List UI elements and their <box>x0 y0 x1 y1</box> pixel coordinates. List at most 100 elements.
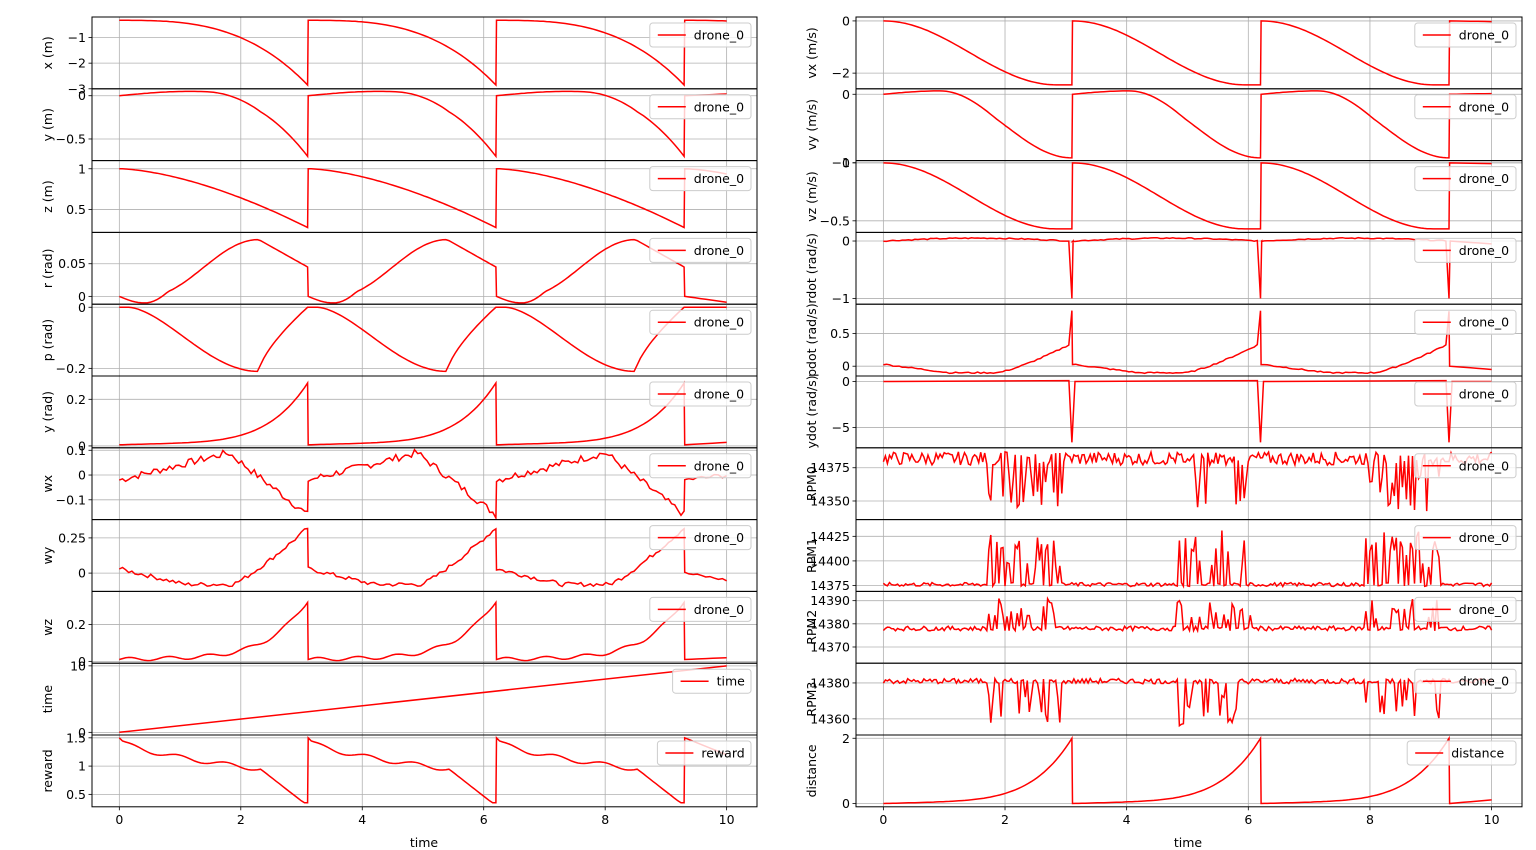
legend: drone_0 <box>1414 596 1517 622</box>
subplot-10: 0 10 time time <box>40 658 758 740</box>
legend-label: drone_0 <box>694 530 744 545</box>
legend: drone_0 <box>1414 381 1517 407</box>
y-tick-label: −2 <box>68 56 86 71</box>
y-tick-label: 0 <box>78 300 86 315</box>
subplot-1: −3 −2 −1 x (m) drone_0 <box>40 16 758 96</box>
y-tick-label: 0.05 <box>58 256 86 271</box>
legend: drone_0 <box>649 381 752 407</box>
y-tick-label: −1 <box>68 30 86 45</box>
y-tick-label: 14350 <box>810 493 850 508</box>
y-tick-label: −1 <box>832 291 850 306</box>
legend: drone_0 <box>649 94 752 120</box>
legend-box <box>1414 668 1517 694</box>
subplot-16: 0 0.5 pdot (rad/s) drone_0 <box>804 303 1523 377</box>
y-tick-label: 14370 <box>810 639 850 654</box>
y-axis-label: pdot (rad/s) <box>804 303 819 377</box>
subplot-15: −1 0 rdot (rad/s) drone_0 <box>804 231 1523 306</box>
subplot-12: −2 0 vx (m/s) drone_0 <box>804 13 1523 90</box>
x-tick-label: 4 <box>358 812 366 827</box>
y-tick-label: 14380 <box>810 675 850 690</box>
subplot-grid: −3 −2 −1 x (m) drone_0 −0.5 0 y (m) drone_0 0.5 1 z… <box>40 13 1523 827</box>
subplot-20: 14370 14380 14390 RPM2 drone_0 <box>804 590 1523 664</box>
legend-box <box>1406 740 1517 766</box>
subplot-14: −0.5 0 vz (m/s) drone_0 <box>804 155 1523 233</box>
y-tick-label: 0.5 <box>66 787 86 802</box>
y-tick-label: 14360 <box>810 711 850 726</box>
legend: drone_0 <box>1414 668 1517 694</box>
y-axis-label: vy (m/s) <box>804 99 819 150</box>
y-tick-label: 0.5 <box>830 326 850 341</box>
y-tick-label: 0 <box>842 796 850 811</box>
x-tick-label: 10 <box>1484 812 1500 827</box>
y-tick-label: 1 <box>78 161 86 176</box>
x-tick-label: 8 <box>1366 812 1374 827</box>
legend-box <box>649 22 752 48</box>
legend-box <box>649 596 752 622</box>
series-line <box>119 238 727 304</box>
y-axis-label: y (m) <box>40 108 55 141</box>
y-tick-label: 0.1 <box>66 443 86 458</box>
y-tick-label: 14390 <box>810 593 850 608</box>
legend: drone_0 <box>649 309 752 335</box>
legend: distance <box>1406 740 1517 766</box>
legend-label: drone_0 <box>1459 458 1509 473</box>
legend-label: reward <box>701 746 744 761</box>
y-tick-label: 14375 <box>810 578 850 593</box>
y-tick-label: 0 <box>78 438 86 453</box>
y-tick-label: 10 <box>70 658 86 673</box>
legend-label: drone_0 <box>1459 243 1509 258</box>
series-line <box>883 90 1492 159</box>
legend-box <box>1414 237 1517 263</box>
series-line <box>119 665 727 734</box>
legend-label: drone_0 <box>694 28 744 43</box>
y-axis-label: vz (m/s) <box>804 171 819 222</box>
y-tick-label: 14380 <box>810 616 850 631</box>
y-tick-label: −5 <box>832 420 850 435</box>
y-tick-label: 0.2 <box>66 392 86 407</box>
subplot-5: −0.2 0 p (rad) drone_0 <box>40 300 758 377</box>
x-tick-label: 0 <box>115 812 123 827</box>
series-line <box>119 90 727 159</box>
y-tick-label: 0 <box>842 234 850 249</box>
y-tick-label: 0 <box>78 725 86 740</box>
y-axis-label: wz <box>40 618 55 635</box>
subplot-3: 0.5 1 z (m) drone_0 <box>40 160 758 233</box>
legend-box <box>1414 453 1517 479</box>
legend: drone_0 <box>1414 525 1517 551</box>
y-tick-label: 14425 <box>810 529 850 544</box>
y-tick-label: 0 <box>842 87 850 102</box>
x-tick-label: 10 <box>719 812 735 827</box>
legend-label: drone_0 <box>1459 315 1509 330</box>
series-line <box>118 527 727 588</box>
legend-box <box>649 381 752 407</box>
legend-box <box>1414 596 1517 622</box>
y-tick-label: −1 <box>832 155 850 170</box>
y-tick-label: −0.5 <box>820 213 850 228</box>
series-line <box>882 449 1493 512</box>
legend-label: drone_0 <box>694 99 744 114</box>
y-tick-label: 0.2 <box>66 617 86 632</box>
legend-box <box>649 94 752 120</box>
y-axis-label: time <box>40 685 55 714</box>
legend-label: time <box>717 674 746 689</box>
subplot-22: 0 2 distance distance 0 2 4 6 8 10 <box>804 731 1523 827</box>
y-axis-label: p (rad) <box>40 319 55 361</box>
y-tick-label: 0 <box>842 13 850 28</box>
legend-label: drone_0 <box>694 315 744 330</box>
legend-label: drone_0 <box>1459 171 1509 186</box>
legend-label: drone_0 <box>1459 387 1509 402</box>
y-tick-label: −2 <box>832 66 850 81</box>
y-axis-label: wy <box>40 546 55 564</box>
y-axis-label: wx <box>40 475 55 493</box>
legend-box <box>649 453 752 479</box>
x-tick-label: 2 <box>1001 812 1009 827</box>
y-tick-label: 0 <box>78 289 86 304</box>
legend-label: drone_0 <box>694 387 744 402</box>
x-tick-label: 8 <box>601 812 609 827</box>
y-tick-label: 0 <box>78 468 86 483</box>
axes-frame <box>855 734 1523 808</box>
